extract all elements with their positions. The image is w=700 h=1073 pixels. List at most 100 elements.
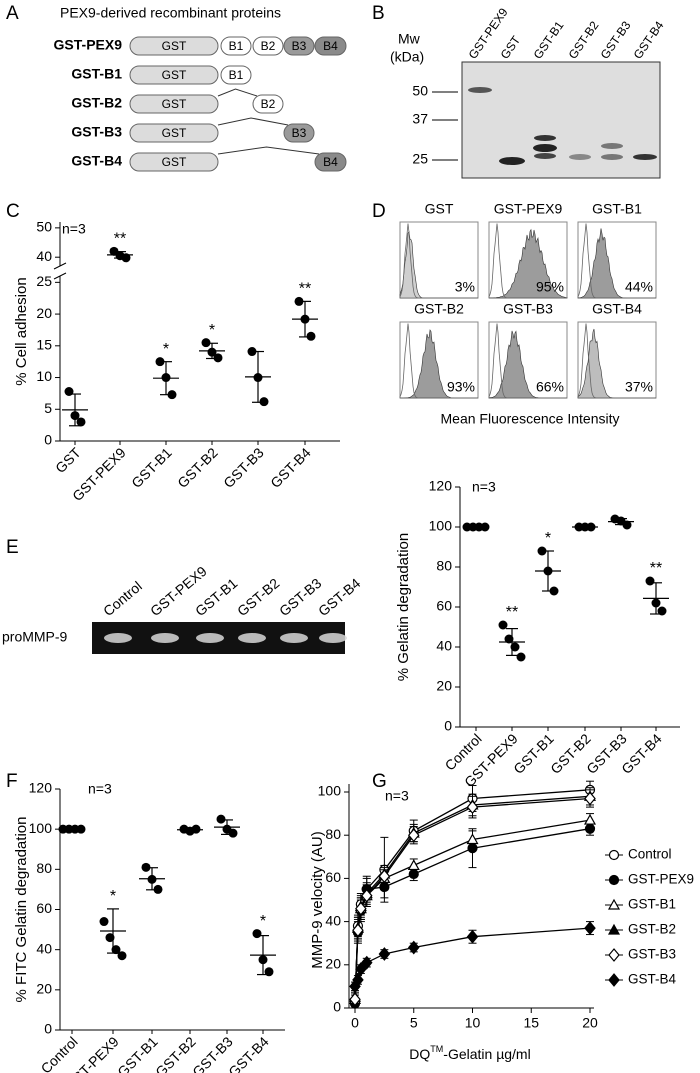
data-point xyxy=(191,824,201,834)
data-point xyxy=(510,642,520,652)
x-axis-label-part: -Gelatin µg/ml xyxy=(443,1046,530,1062)
x-tick-label: 0 xyxy=(351,1015,359,1031)
domain xyxy=(220,36,252,56)
histogram-control xyxy=(577,323,656,399)
lane-label: GST xyxy=(498,33,524,62)
y-tick-label: 100 xyxy=(429,518,453,534)
histogram-fill xyxy=(488,228,568,299)
y-tick-label: 40 xyxy=(436,638,452,654)
domain-label: B1 xyxy=(229,68,244,82)
histogram-percent: 37% xyxy=(625,379,653,395)
y-tick-label: 0 xyxy=(333,999,341,1015)
histogram-percent: 44% xyxy=(625,279,653,295)
gel-band xyxy=(633,154,657,160)
y-tick-label: 0 xyxy=(44,432,52,448)
domain-label: B4 xyxy=(323,155,338,169)
y-tick-label: 80 xyxy=(436,558,452,574)
histogram-control xyxy=(488,223,567,299)
histogram-title: GST-PEX9 xyxy=(494,201,563,217)
data-point xyxy=(111,945,121,955)
domain-label: GST xyxy=(162,39,187,53)
domain-label: GST xyxy=(162,155,187,169)
histogram-title: GST-B4 xyxy=(592,301,642,317)
histogram-percent: 66% xyxy=(536,379,564,395)
legend-label: GST-B4 xyxy=(628,972,677,987)
gel-band xyxy=(238,633,266,643)
y-tick-label: 60 xyxy=(436,598,452,614)
gel-band xyxy=(601,154,623,160)
domain-label: GST xyxy=(162,126,187,140)
annotation: n=3 xyxy=(472,479,496,495)
y-tick-label: 80 xyxy=(325,826,341,842)
panel-label: B xyxy=(372,3,385,24)
domain xyxy=(129,94,219,114)
axis-break xyxy=(53,272,67,280)
y-tick-label: 50 xyxy=(36,219,52,235)
panel-label: A xyxy=(6,3,19,24)
y-tick-label: 5 xyxy=(44,400,52,416)
annotation: n=3 xyxy=(88,781,112,797)
marker xyxy=(360,955,373,970)
y-tick-label: 20 xyxy=(325,956,341,972)
y-tick-label: 60 xyxy=(36,900,52,916)
data-point xyxy=(216,814,226,824)
panel-label: C xyxy=(6,201,20,222)
histogram-percent: 93% xyxy=(447,379,475,395)
data-point xyxy=(117,951,127,961)
legend-label: GST-B2 xyxy=(628,922,676,937)
marker xyxy=(349,992,361,1007)
legend-label: Control xyxy=(628,847,672,862)
y-tick-label: 40 xyxy=(325,912,341,928)
data-point xyxy=(252,929,262,939)
lane-label: GST-B4 xyxy=(315,575,364,619)
gel xyxy=(461,61,661,179)
legend-label: GST-PEX9 xyxy=(628,872,694,887)
y-tick-label: 120 xyxy=(429,478,453,494)
y-tick-label: 10 xyxy=(36,368,52,384)
marker-label: 37 xyxy=(412,111,428,127)
marker-label: 50 xyxy=(412,83,428,99)
construct-name: GST-B1 xyxy=(71,66,122,82)
domain-label: B3 xyxy=(292,126,307,140)
marker xyxy=(352,923,364,938)
connector xyxy=(217,88,258,97)
domain-label: B1 xyxy=(229,39,244,53)
marker xyxy=(583,813,597,825)
marker xyxy=(607,898,621,910)
domain-label: B3 xyxy=(292,39,307,53)
histogram-control xyxy=(488,323,567,399)
data-point xyxy=(259,397,269,407)
domain xyxy=(129,65,219,85)
marker xyxy=(378,947,391,961)
domain xyxy=(252,36,284,56)
histogram-title: GST xyxy=(425,201,454,217)
gel-band xyxy=(151,633,179,643)
y-tick-label: 80 xyxy=(36,860,52,876)
y-axis-label: MMP-9 velocity (AU) xyxy=(309,831,326,969)
domain xyxy=(129,123,219,143)
histogram-control xyxy=(399,323,478,399)
marker xyxy=(360,888,373,903)
data-point xyxy=(201,338,211,348)
marker xyxy=(607,923,621,935)
data-point xyxy=(498,620,508,630)
construct-name: GST-B2 xyxy=(71,95,122,111)
axis-break xyxy=(53,262,67,270)
construct-name: GST-B3 xyxy=(71,124,122,140)
y-tick-label: 0 xyxy=(44,1021,52,1037)
y-tick-label: 20 xyxy=(436,678,452,694)
marker xyxy=(355,962,367,977)
marker xyxy=(584,921,596,936)
x-tick-label: 10 xyxy=(465,1015,481,1031)
domain xyxy=(252,94,284,114)
y-tick-label: 40 xyxy=(36,940,52,956)
data-point xyxy=(228,828,238,838)
y-tick-label: 120 xyxy=(29,780,53,796)
domain-label: GST xyxy=(162,97,187,111)
gel-band xyxy=(534,153,556,159)
panel-label: D xyxy=(372,201,386,222)
construct-name: GST-PEX9 xyxy=(54,37,123,53)
lane-label: GST-B3 xyxy=(276,575,325,619)
mw-label: Mw xyxy=(398,31,421,47)
x-tick-label: GST xyxy=(52,444,84,476)
